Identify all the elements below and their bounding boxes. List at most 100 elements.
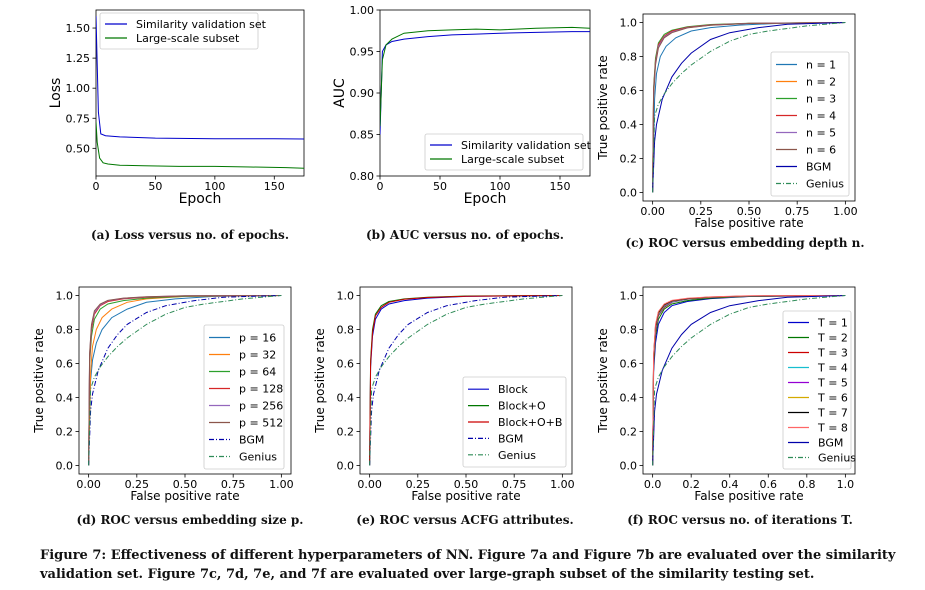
x-axis-label: Epoch <box>179 191 222 207</box>
y-tick-label: 0.4 <box>56 392 74 405</box>
y-axis-label: AUC <box>332 78 348 108</box>
x-tick-label: 0.75 <box>785 205 810 218</box>
x-tick-label: 0.8 <box>798 478 816 491</box>
y-tick-label: 0.4 <box>620 119 638 132</box>
y-tick-label: 0.4 <box>337 392 355 405</box>
subcaption-e: (e) ROC versus ACFG attributes. <box>356 513 574 527</box>
legend-label: BGM <box>498 432 523 445</box>
y-tick-label: 0.0 <box>337 460 355 473</box>
y-tick-label: 0.0 <box>620 460 638 473</box>
x-axis-label: False positive rate <box>130 489 239 503</box>
legend-box <box>782 310 852 470</box>
legend-label: p = 128 <box>239 383 283 396</box>
y-tick-label: 0.2 <box>56 426 74 439</box>
x-tick-label: 0.0 <box>644 478 662 491</box>
x-tick-label: 0.6 <box>760 478 778 491</box>
series-line-similarity-validation-set <box>96 15 304 140</box>
x-tick-label: 0.50 <box>173 478 198 491</box>
legend-box <box>203 324 285 470</box>
legend-label: p = 32 <box>239 349 276 362</box>
chart-e: 0.00 0.25 0.50 0.75 1.00 0.0 0.2 0.4 0.6 0.8 1.0 Fa… <box>313 286 575 503</box>
x-tick-label: 1.00 <box>269 478 294 491</box>
chart-b: 0 50 100 150 0.80 0.85 0.90 0.95 1.00 Epoch AUC Sim… <box>332 4 592 207</box>
legend-box <box>462 376 567 468</box>
legend-label: n = 6 <box>806 144 836 157</box>
y-tick-label: 0.6 <box>620 358 638 371</box>
x-tick-label: 50 <box>148 180 162 193</box>
x-tick-label: 50 <box>433 180 447 193</box>
x-axis-label: Epoch <box>464 191 507 207</box>
y-tick-label: 0.2 <box>620 153 638 166</box>
subcaption-f: (f) ROC versus no. of iterations T. <box>627 513 853 527</box>
series-line-genius <box>88 295 282 466</box>
legend-label: Genius <box>806 178 844 191</box>
legend-label: T = 6 <box>817 392 848 405</box>
legend-label: BGM <box>239 434 264 447</box>
y-tick-label: 1.0 <box>56 290 74 303</box>
chart-c: 0.00 0.25 0.50 0.75 1.00 0.0 0.2 0.4 0.6 0.8 1.0 Fa… <box>596 13 858 230</box>
y-tick-label: 0.2 <box>337 426 355 439</box>
series-line-p-512 <box>88 295 282 466</box>
series-line-bgm <box>652 22 846 193</box>
legend-box <box>770 51 850 197</box>
x-tick-label: 0 <box>93 180 100 193</box>
y-tick-label: 0.85 <box>350 129 375 142</box>
y-tick-label: 0.8 <box>337 324 355 337</box>
x-tick-label: 1.0 <box>837 478 855 491</box>
x-tick-label: 100 <box>204 180 225 193</box>
x-tick-label: 0 <box>377 180 384 193</box>
series-line-n-1 <box>652 22 846 193</box>
series-line-large-scale-subset <box>96 121 304 169</box>
legend: T = 1 T = 2 T = 3 T = 4 T = 5 T = 6 T = 7 T = 8… <box>782 310 856 470</box>
legend-label: p = 16 <box>239 332 276 345</box>
legend-label: p = 64 <box>239 366 276 379</box>
legend-label: BGM <box>818 437 843 450</box>
figure-charts: 0 50 100 1500.500.751.001.251.50EpochLossSi… <box>32 4 858 503</box>
series-line-genius <box>652 295 846 466</box>
x-tick-label: 150 <box>264 180 285 193</box>
legend-label: Large-scale subset <box>136 32 240 45</box>
legend-label: T = 7 <box>817 407 848 420</box>
y-axis-label: True positive rate <box>596 328 610 434</box>
y-tick-label: 0.8 <box>620 51 638 64</box>
legend: p = 16 p = 32 p = 64 p = 128 p = 256 p = 512 B… <box>203 324 285 470</box>
y-tick-label: 0.90 <box>350 87 375 100</box>
chart-f: 0.0 0.2 0.4 0.6 0.8 1.0 0.0 0.2 0.4 0.6 0.8 1.0 Fals… <box>596 286 856 503</box>
legend-label: Genius <box>498 449 536 462</box>
chart-d: 0.00 0.25 0.50 0.75 1.00 0.0 0.2 0.4 0.6 0.8 1.0 Fa… <box>32 286 294 503</box>
x-tick-label: 0.75 <box>502 478 527 491</box>
legend-label: Block <box>498 383 528 396</box>
legend-label: n = 2 <box>806 76 836 89</box>
y-tick-label: 0.80 <box>350 170 375 183</box>
figure-caption: Figure 7: Effectiveness of different hyp… <box>40 548 896 582</box>
x-tick-label: 0.4 <box>721 478 739 491</box>
legend-label: p = 256 <box>239 400 283 413</box>
subcaption-b: (b) AUC versus no. of epochs. <box>366 228 564 242</box>
y-axis-label: True positive rate <box>32 328 46 434</box>
y-tick-label: 0.8 <box>620 324 638 337</box>
x-tick-label: 0.75 <box>221 478 246 491</box>
y-tick-label: 1.0 <box>337 290 355 303</box>
series-line-similarity-validation-set <box>380 31 590 135</box>
y-tick-label: 0.0 <box>620 187 638 200</box>
legend-label: Genius <box>239 451 277 464</box>
legend-label: Block+O+B <box>498 416 562 429</box>
x-tick-label: 100 <box>490 180 511 193</box>
legend-label: Genius <box>818 452 856 465</box>
x-tick-label: 1.00 <box>550 478 575 491</box>
y-tick-label: 1.0 <box>620 290 638 303</box>
x-axis-label: False positive rate <box>411 489 520 503</box>
y-tick-label: 0.6 <box>620 85 638 98</box>
x-tick-label: 150 <box>550 180 571 193</box>
series-line-bgm <box>88 295 282 466</box>
y-tick-label: 1.0 <box>620 17 638 30</box>
legend-box <box>424 133 584 171</box>
legend-label: T = 2 <box>817 332 848 345</box>
x-tick-label: 0.50 <box>737 205 762 218</box>
x-axis-label: False positive rate <box>694 489 803 503</box>
series-line-p-16 <box>88 295 282 466</box>
x-tick-label: 0.50 <box>454 478 479 491</box>
legend-label: T = 1 <box>817 317 848 330</box>
series-line-large-scale-subset <box>380 26 590 127</box>
